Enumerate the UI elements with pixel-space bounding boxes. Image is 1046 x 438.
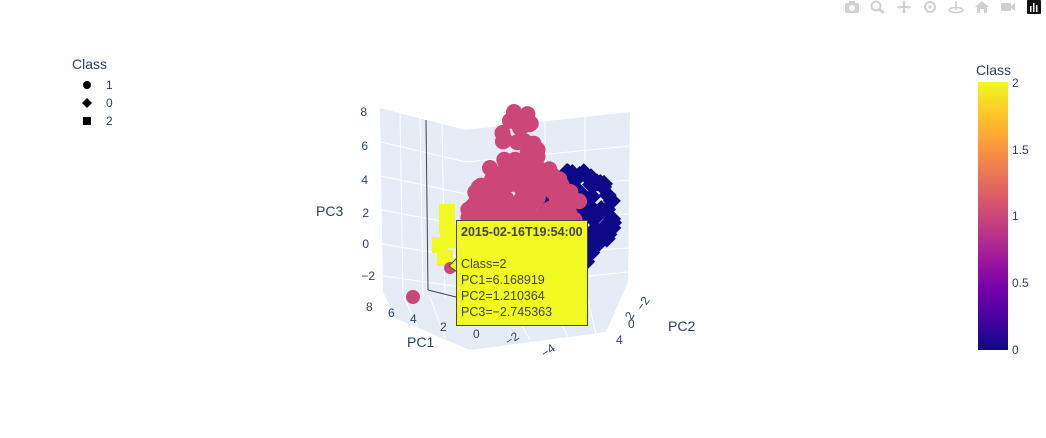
z-tick: 6 bbox=[361, 139, 368, 153]
y-axis-ticks: −2 0 2 4 bbox=[616, 294, 653, 347]
z-axis-ticks: 8 6 4 2 0 −2 bbox=[360, 105, 375, 283]
series-0-point bbox=[583, 177, 602, 196]
x-tick: −4 bbox=[538, 341, 558, 361]
colorbar-tick: 0 bbox=[1012, 343, 1019, 357]
series-1-point bbox=[504, 207, 521, 224]
tooltip-line: PC3=−2.745363 bbox=[461, 305, 553, 319]
orbit-icon[interactable] bbox=[922, 1, 938, 13]
series-2-cluster[interactable] bbox=[432, 204, 463, 266]
series-1-point bbox=[497, 132, 513, 148]
legend: Class 1 0 2 bbox=[72, 56, 113, 130]
pan-icon[interactable] bbox=[896, 0, 912, 14]
z-tick: 4 bbox=[361, 173, 368, 187]
colorbar-tick: 2 bbox=[1012, 76, 1019, 90]
tooltip-line: PC2=1.210364 bbox=[461, 289, 545, 303]
turntable-icon[interactable] bbox=[948, 1, 964, 14]
colorbar-tick: 0.5 bbox=[1012, 276, 1029, 290]
series-1-point bbox=[512, 120, 528, 136]
series-1-point bbox=[518, 207, 535, 224]
legend-item-2[interactable]: 2 bbox=[72, 112, 113, 130]
y-tick: 0 bbox=[628, 317, 635, 331]
zoom-icon[interactable] bbox=[870, 0, 886, 14]
hover-tooltip: 2015-02-16T19:54:00 Class=2 PC1=6.168919… bbox=[456, 220, 588, 326]
y-tick: 4 bbox=[616, 333, 623, 347]
x-tick: 0 bbox=[473, 327, 480, 341]
x-tick: 8 bbox=[366, 300, 373, 314]
square-marker-icon bbox=[72, 112, 102, 130]
series-1-point bbox=[482, 160, 498, 176]
x-tick: 6 bbox=[388, 306, 395, 320]
series-0-point bbox=[591, 228, 610, 247]
series-2-point bbox=[437, 250, 453, 266]
series-0-point bbox=[603, 218, 622, 237]
colorbar-tick: 1.5 bbox=[1012, 143, 1029, 157]
plotly-logo-icon[interactable] bbox=[1026, 0, 1042, 14]
tooltip-line: PC1=6.168919 bbox=[461, 273, 545, 287]
series-2-point bbox=[432, 237, 448, 253]
tooltip-line: Class=2 bbox=[461, 257, 507, 271]
x-tick: 4 bbox=[410, 312, 417, 326]
x-axis-label: PC1 bbox=[407, 334, 434, 350]
y-axis-label: PC2 bbox=[668, 318, 695, 334]
legend-item-label: 1 bbox=[106, 78, 113, 92]
colorbar[interactable] bbox=[978, 82, 1008, 350]
tooltip-title: 2015-02-16T19:54:00 bbox=[461, 225, 583, 239]
y-tick: −2 bbox=[633, 294, 653, 314]
y-tick: 2 bbox=[622, 309, 638, 322]
series-0-point bbox=[592, 200, 611, 219]
series-1-point bbox=[498, 190, 515, 207]
home-icon[interactable] bbox=[974, 1, 990, 13]
legend-item-1[interactable]: 1 bbox=[72, 76, 113, 94]
diamond-marker-icon bbox=[72, 94, 102, 112]
series-1-point bbox=[506, 104, 522, 120]
series-1-point bbox=[498, 158, 515, 175]
series-1-point bbox=[514, 132, 531, 149]
series-1-point bbox=[529, 141, 546, 158]
legend-item-label: 2 bbox=[106, 114, 113, 128]
series-1-point bbox=[559, 197, 576, 214]
z-axis-label: PC3 bbox=[316, 203, 343, 219]
series-1-point bbox=[406, 290, 420, 304]
colorbar-tick: 1 bbox=[1012, 209, 1019, 223]
series-2-point bbox=[439, 204, 455, 220]
z-tick: 2 bbox=[362, 206, 369, 220]
circle-marker-icon bbox=[72, 76, 102, 94]
modebar bbox=[844, 0, 1042, 14]
x-tick: 2 bbox=[440, 320, 447, 334]
series-1-point bbox=[509, 169, 526, 186]
series-1-point bbox=[464, 197, 481, 214]
series-0-point bbox=[594, 177, 613, 196]
z-tick: −2 bbox=[361, 269, 375, 283]
legend-title: Class bbox=[72, 56, 108, 72]
camera-icon[interactable] bbox=[844, 1, 860, 13]
video-camera-icon[interactable] bbox=[1000, 1, 1016, 13]
z-tick: 8 bbox=[360, 105, 367, 119]
legend-item-label: 0 bbox=[106, 96, 113, 110]
legend-item-0[interactable]: 0 bbox=[72, 94, 113, 112]
colorbar-title: Class bbox=[976, 62, 1012, 78]
z-tick: 0 bbox=[362, 237, 369, 251]
series-1-point bbox=[551, 171, 568, 188]
